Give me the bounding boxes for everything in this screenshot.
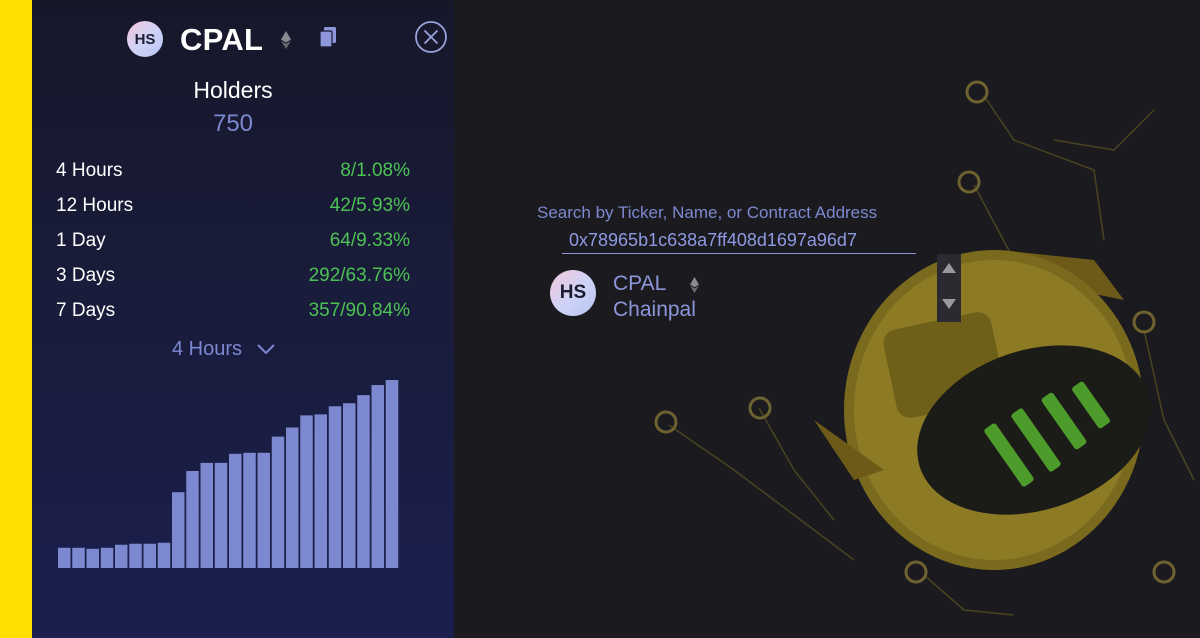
- scroll-down-icon[interactable]: [941, 298, 957, 310]
- chart-bar: [214, 462, 228, 568]
- chart-bar: [243, 452, 256, 568]
- stat-row-3-days: 3 Days 292/63.76%: [56, 261, 410, 296]
- holders-bar-chart: [58, 380, 399, 568]
- holders-count: 750: [212, 110, 254, 137]
- period-dropdown[interactable]: 4 Hours: [172, 336, 276, 362]
- token-avatar: HS: [127, 21, 163, 57]
- stat-value: 42/5.93%: [329, 195, 410, 216]
- chart-bar: [58, 547, 71, 568]
- chart-bar: [129, 543, 142, 568]
- result-token-name: Chainpal: [613, 298, 696, 321]
- stat-label: 4 Hours: [56, 160, 123, 181]
- chart-bar: [86, 548, 99, 568]
- stat-value: 8/1.08%: [340, 160, 410, 181]
- chart-bar: [143, 543, 156, 568]
- chevron-down-icon: [257, 344, 275, 355]
- chart-bar: [229, 453, 242, 568]
- stat-value: 357/90.84%: [308, 300, 410, 321]
- chart-bar: [100, 547, 114, 568]
- stat-label: 12 Hours: [56, 195, 134, 216]
- chart-bar: [385, 380, 399, 568]
- holder-stats-list: 4 Hours 8/1.08% 12 Hours 42/5.93% 1 Day …: [56, 156, 410, 331]
- crypto-mascot-illustration: [654, 80, 1195, 616]
- ethereum-icon: [281, 31, 291, 49]
- chart-bar: [314, 414, 327, 568]
- stat-value: 64/9.33%: [329, 230, 410, 251]
- copy-icon[interactable]: [319, 26, 337, 48]
- chart-bar: [157, 542, 171, 568]
- stat-row-4-hours: 4 Hours 8/1.08%: [56, 156, 410, 191]
- chart-bar: [371, 385, 384, 568]
- chart-bar: [271, 436, 285, 568]
- token-ticker-title: CPAL: [180, 22, 264, 57]
- search-label: Search by Ticker, Name, or Contract Addr…: [537, 203, 878, 222]
- stat-label: 3 Days: [56, 265, 116, 286]
- stat-row-7-days: 7 Days 357/90.84%: [56, 296, 410, 331]
- results-scrollbar[interactable]: [937, 254, 961, 322]
- chart-bar: [200, 462, 213, 568]
- chart-bar: [72, 547, 85, 568]
- stat-label: 1 Day: [56, 230, 106, 251]
- chart-bar: [328, 406, 342, 568]
- yellow-accent-bar: [0, 0, 32, 638]
- chart-bar: [357, 395, 370, 568]
- stat-row-1-day: 1 Day 64/9.33%: [56, 226, 410, 261]
- chart-bar: [257, 452, 270, 568]
- scroll-up-icon[interactable]: [941, 262, 957, 274]
- holders-panel: HS CPAL Holders 750 4 Hours 8/1.08% 12 H…: [32, 0, 454, 638]
- period-dropdown-value: 4 Hours: [172, 338, 243, 360]
- stat-label: 7 Days: [56, 300, 116, 321]
- contract-search-input[interactable]: [562, 228, 916, 254]
- holders-label: Holders: [193, 77, 273, 103]
- stat-value: 292/63.76%: [308, 265, 410, 286]
- ethereum-icon: [690, 277, 699, 293]
- chart-bar: [172, 492, 185, 568]
- result-token-avatar: HS: [550, 270, 596, 316]
- result-ticker: CPAL: [613, 272, 667, 295]
- chart-bar: [300, 415, 313, 568]
- chart-bar: [115, 544, 128, 568]
- chart-bar: [186, 470, 199, 568]
- chart-bar: [286, 427, 299, 568]
- chart-bar: [343, 403, 356, 568]
- stat-row-12-hours: 12 Hours 42/5.93%: [56, 191, 410, 226]
- close-icon[interactable]: [414, 20, 448, 54]
- search-result-item[interactable]: HS CPAL Chainpal: [548, 268, 928, 324]
